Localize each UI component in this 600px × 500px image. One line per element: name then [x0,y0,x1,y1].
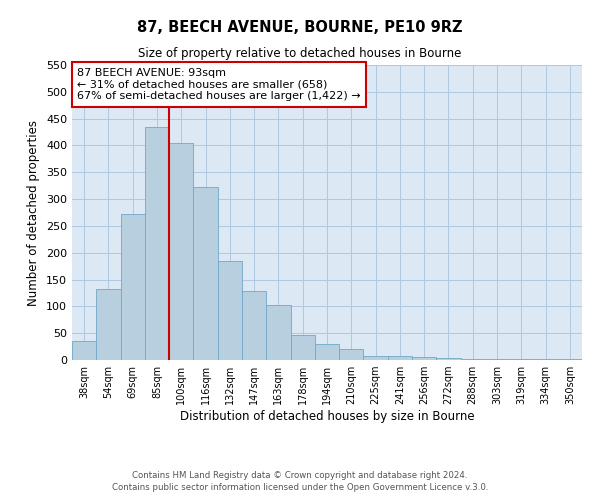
Bar [121,214,145,360]
Bar [436,358,461,360]
Bar [558,359,582,360]
Text: 87 BEECH AVENUE: 93sqm
← 31% of detached houses are smaller (658)
67% of semi-de: 87 BEECH AVENUE: 93sqm ← 31% of detached… [77,68,361,101]
Bar [364,356,388,360]
Bar [412,358,436,360]
Bar [290,336,315,360]
Bar [485,359,509,360]
Bar [96,288,121,360]
Text: Contains HM Land Registry data © Crown copyright and database right 2024.: Contains HM Land Registry data © Crown c… [132,471,468,480]
Bar [461,359,485,360]
Bar [315,344,339,360]
Bar [266,305,290,360]
Bar [339,350,364,360]
Bar [169,143,193,360]
Bar [388,356,412,360]
Y-axis label: Number of detached properties: Number of detached properties [28,120,40,306]
X-axis label: Distribution of detached houses by size in Bourne: Distribution of detached houses by size … [179,410,475,423]
Text: 87, BEECH AVENUE, BOURNE, PE10 9RZ: 87, BEECH AVENUE, BOURNE, PE10 9RZ [137,20,463,35]
Text: Contains public sector information licensed under the Open Government Licence v.: Contains public sector information licen… [112,484,488,492]
Bar [193,187,218,360]
Text: Size of property relative to detached houses in Bourne: Size of property relative to detached ho… [139,48,461,60]
Bar [145,126,169,360]
Bar [72,341,96,360]
Bar [242,292,266,360]
Bar [218,262,242,360]
